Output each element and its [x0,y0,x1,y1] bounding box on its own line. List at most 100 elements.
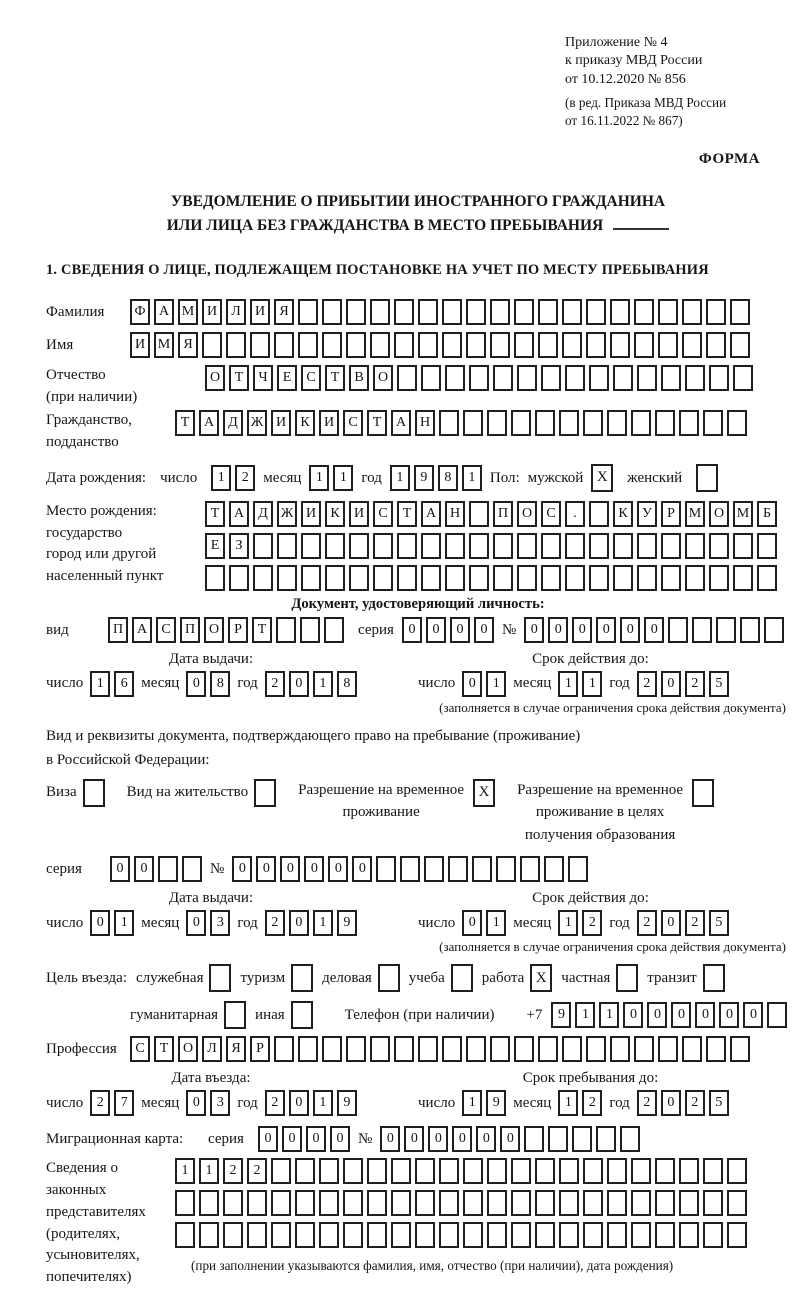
form-cell[interactable] [493,532,513,559]
form-cell[interactable] [548,1126,569,1153]
form-cell[interactable]: 3 [210,910,231,937]
form-cell[interactable]: Р [250,1036,270,1063]
form-cell[interactable]: 9 [486,1090,507,1117]
form-cell[interactable]: И [301,500,321,527]
form-cell[interactable]: И [130,331,150,358]
form-cell[interactable] [199,1222,219,1249]
form-cell[interactable]: 1 [558,1090,579,1117]
form-cell[interactable] [487,1158,507,1185]
form-cell[interactable]: 9 [336,1090,357,1117]
form-cell[interactable]: П [108,616,128,643]
purpose-official-checkbox[interactable] [209,964,232,993]
form-cell[interactable] [175,1190,195,1217]
form-cell[interactable]: Т [154,1036,174,1063]
form-cell[interactable]: 0 [110,856,130,883]
form-cell[interactable]: 0 [620,616,641,643]
form-cell[interactable]: Д [253,500,273,527]
form-cell[interactable] [445,532,465,559]
form-cell[interactable]: 1 [575,1002,596,1029]
form-cell[interactable] [490,331,510,358]
form-cell[interactable] [445,364,465,391]
form-cell[interactable] [757,532,777,559]
form-cell[interactable] [685,364,705,391]
form-cell[interactable] [199,1190,219,1217]
form-cell[interactable]: 1 [389,464,410,491]
form-cell[interactable] [322,1036,342,1063]
form-cell[interactable] [661,532,681,559]
form-cell[interactable] [247,1222,267,1249]
form-cell[interactable] [298,1036,318,1063]
form-cell[interactable] [324,616,344,643]
form-cell[interactable]: 0 [671,1002,692,1029]
form-cell[interactable] [517,364,537,391]
form-cell[interactable] [439,1190,459,1217]
form-cell[interactable] [565,532,585,559]
form-cell[interactable]: 0 [548,616,569,643]
form-cell[interactable] [466,1036,486,1063]
form-cell[interactable]: 8 [437,464,458,491]
form-cell[interactable] [463,1190,483,1217]
form-cell[interactable]: А [391,410,411,437]
form-cell[interactable] [727,1222,747,1249]
form-cell[interactable]: 0 [288,1090,309,1117]
form-cell[interactable] [559,1222,579,1249]
form-cell[interactable] [295,1222,315,1249]
form-cell[interactable] [418,331,438,358]
form-cell[interactable] [343,1158,363,1185]
form-cell[interactable]: Ж [247,410,267,437]
form-cell[interactable] [607,1190,627,1217]
form-cell[interactable] [370,1036,390,1063]
form-cell[interactable]: В [349,364,369,391]
form-cell[interactable] [685,532,705,559]
form-cell[interactable] [271,1158,291,1185]
form-cell[interactable] [496,856,517,883]
form-cell[interactable] [472,856,493,883]
form-cell[interactable] [634,298,654,325]
form-cell[interactable] [658,1036,678,1063]
form-cell[interactable] [367,1158,387,1185]
form-cell[interactable]: 0 [306,1126,326,1153]
form-cell[interactable] [727,410,747,437]
form-cell[interactable] [767,1002,788,1029]
form-cell[interactable]: О [517,500,537,527]
form-cell[interactable]: И [271,410,291,437]
form-cell[interactable] [565,364,585,391]
form-cell[interactable]: Я [178,331,198,358]
form-cell[interactable]: Б [757,500,777,527]
form-cell[interactable]: 0 [186,670,207,697]
form-cell[interactable] [631,410,651,437]
form-cell[interactable] [276,616,296,643]
form-cell[interactable]: С [156,616,176,643]
form-cell[interactable] [658,331,678,358]
form-cell[interactable] [158,856,178,883]
form-cell[interactable] [322,298,342,325]
form-cell[interactable] [583,1222,603,1249]
form-cell[interactable] [367,1190,387,1217]
form-cell[interactable]: 0 [330,1126,350,1153]
form-cell[interactable]: 0 [425,616,446,643]
form-cell[interactable]: О [178,1036,198,1063]
form-cell[interactable]: 1 [558,670,579,697]
form-cell[interactable]: 0 [473,616,494,643]
form-cell[interactable]: 0 [462,670,483,697]
form-cell[interactable] [418,298,438,325]
form-cell[interactable]: 0 [596,616,617,643]
form-cell[interactable] [253,532,273,559]
form-cell[interactable] [271,1222,291,1249]
form-cell[interactable]: 0 [623,1002,644,1029]
form-cell[interactable]: 0 [352,856,373,883]
form-cell[interactable] [487,410,507,437]
form-cell[interactable]: 0 [476,1126,497,1153]
form-cell[interactable]: Ч [253,364,273,391]
form-cell[interactable] [740,616,761,643]
form-cell[interactable]: Р [661,500,681,527]
sex-female-checkbox[interactable] [696,463,719,492]
form-cell[interactable] [559,410,579,437]
form-cell[interactable]: 0 [401,616,422,643]
form-cell[interactable]: 1 [312,1090,333,1117]
form-cell[interactable] [469,532,489,559]
form-cell[interactable] [442,298,462,325]
form-cell[interactable] [511,1222,531,1249]
form-cell[interactable]: П [493,500,513,527]
form-cell[interactable] [730,1036,750,1063]
